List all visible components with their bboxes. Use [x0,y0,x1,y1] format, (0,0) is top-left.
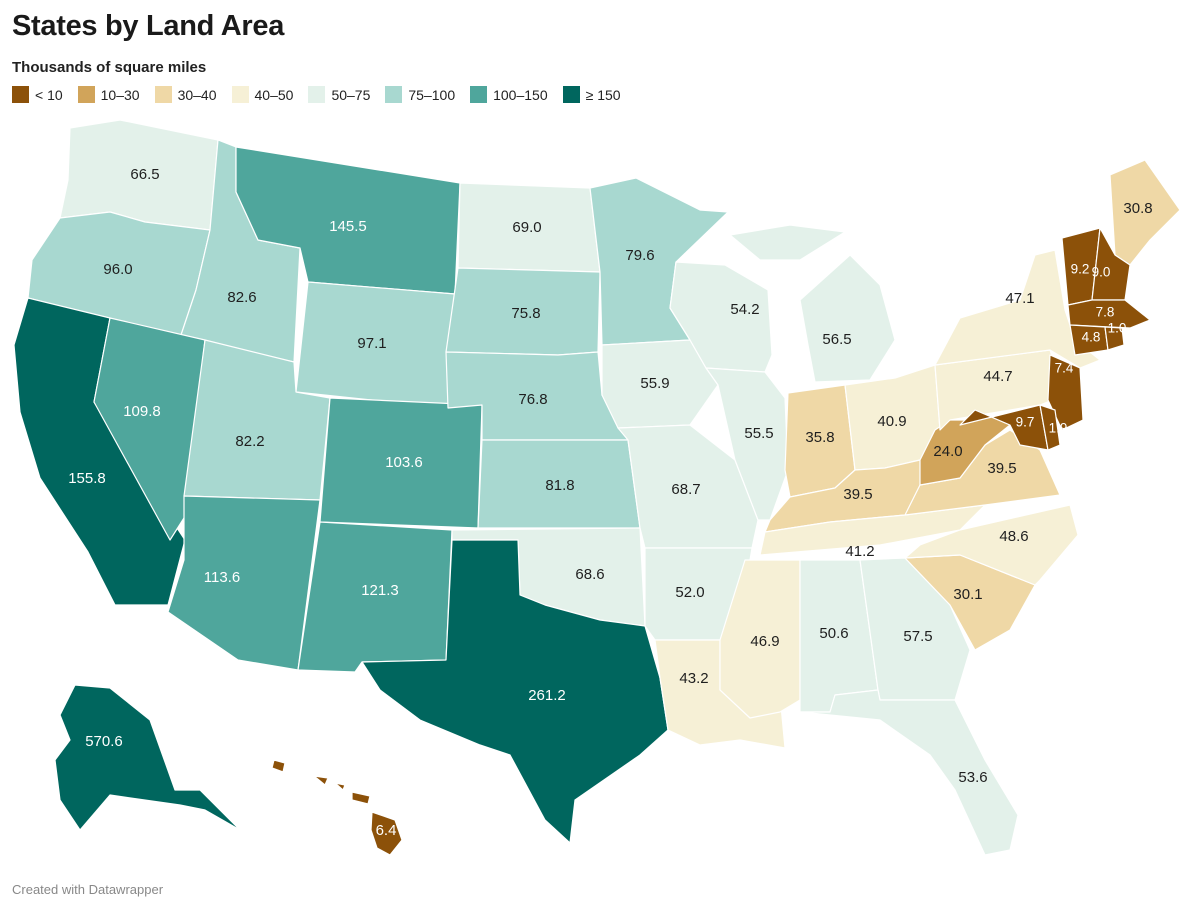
state-value-label-arkansas: 52.0 [675,584,704,601]
state-value-label-new-york: 47.1 [1005,290,1034,307]
legend-label: 30–40 [177,86,217,103]
state-value-label-delaware: 1.9 [1049,421,1068,436]
legend-label: < 10 [35,86,63,103]
legend-swatch [562,86,580,103]
state-value-label-nebraska: 76.8 [518,391,547,408]
state-new-hampshire[interactable] [1091,227,1131,301]
legend-label: ≥ 150 [585,86,621,103]
state-value-label-north-dakota: 69.0 [512,219,541,236]
legend-item: 40–50 [231,86,294,103]
state-value-label-kentucky: 39.5 [843,486,872,503]
state-florida[interactable] [799,689,1019,856]
state-value-label-arizona: 113.6 [204,569,240,586]
state-labels: 66.5 96.0 155.8 82.6 109.8 145.5 97.1 82.2 113.6… [68,166,1152,839]
state-alaska[interactable] [54,684,241,831]
state-value-label-minnesota: 79.6 [625,247,654,264]
state-value-label-washington: 66.5 [130,166,159,183]
state-west-virginia[interactable] [919,409,1011,486]
state-nevada[interactable] [93,317,206,541]
state-value-label-oregon: 96.0 [103,261,132,278]
state-value-label-utah: 82.2 [235,433,264,450]
state-value-label-alaska: 570.6 [85,733,123,750]
state-value-label-california: 155.8 [68,470,106,487]
legend-item: ≥ 150 [562,86,621,103]
state-value-label-kansas: 81.8 [545,477,574,494]
state-value-label-montana: 145.5 [329,218,367,235]
state-value-label-georgia: 57.5 [903,628,932,645]
state-rhode-island[interactable] [1104,326,1125,351]
legend-item: 30–40 [154,86,217,103]
state-value-label-north-carolina: 48.6 [999,528,1028,545]
state-value-label-new-hampshire: 9.0 [1092,265,1111,280]
legend-item: 75–100 [385,86,455,103]
state-shapes [13,119,1181,856]
state-value-label-new-mexico: 121.3 [361,582,399,599]
state-value-label-mississippi: 46.9 [750,633,779,650]
state-value-label-texas: 261.2 [528,687,566,704]
credit-text: Created with Datawrapper [12,882,164,897]
state-hawaii[interactable] [271,759,403,856]
legend-label: 75–100 [408,86,456,103]
state-value-label-connecticut: 4.8 [1082,330,1101,345]
legend-label: 100–150 [493,86,548,103]
state-value-label-indiana: 35.8 [805,429,834,446]
state-value-label-new-jersey: 7.4 [1055,361,1074,376]
state-value-label-hawaii: 6.4 [376,822,397,839]
state-value-label-tennessee: 41.2 [845,543,874,560]
state-value-label-iowa: 55.9 [640,375,669,392]
state-value-label-michigan: 56.5 [822,331,851,348]
state-value-label-south-carolina: 30.1 [953,586,982,603]
legend-item: < 10 [12,86,63,103]
legend-swatch [231,86,249,103]
map-subtitle: Thousands of square miles [12,59,207,76]
legend-swatch [385,86,403,103]
state-value-label-pennsylvania: 44.7 [983,368,1012,385]
state-value-label-virginia: 39.5 [987,460,1016,477]
state-value-label-oklahoma: 68.6 [575,566,604,583]
legend-item: 100–150 [470,86,548,103]
state-value-label-vermont: 9.2 [1071,262,1090,277]
state-new-jersey[interactable] [1047,354,1084,431]
state-north-carolina[interactable] [904,504,1079,586]
legend-item: 10–30 [77,86,140,103]
state-value-label-maryland: 9.7 [1016,415,1035,430]
state-texas[interactable] [361,539,669,844]
state-value-label-west-virginia: 24.0 [933,443,962,460]
state-value-label-illinois: 55.5 [744,425,773,442]
state-value-label-idaho: 82.6 [227,289,256,306]
state-delaware[interactable] [1039,404,1061,451]
state-value-label-colorado: 103.6 [385,454,423,471]
legend-swatch [77,86,95,103]
state-value-label-south-dakota: 75.8 [511,305,540,322]
state-value-label-maine: 30.8 [1123,200,1152,217]
legend-label: 10–30 [100,86,140,103]
legend-swatch [308,86,326,103]
legend-label: 40–50 [254,86,294,103]
map-title: States by Land Area [12,10,285,42]
state-value-label-alabama: 50.6 [819,625,848,642]
state-value-label-massachusetts: 7.8 [1096,305,1115,320]
state-value-label-wyoming: 97.1 [357,335,386,352]
legend-swatch [12,86,29,103]
state-value-label-wisconsin: 54.2 [730,301,759,318]
legend-swatch [154,86,172,103]
legend-label: 50–75 [331,86,371,103]
state-value-label-rhode-island: 1.0 [1108,321,1127,336]
state-arizona[interactable] [167,495,321,671]
state-value-label-nevada: 109.8 [123,403,161,420]
legend-item: 50–75 [308,86,370,103]
state-value-label-florida: 53.6 [958,769,987,786]
legend-swatch [470,86,488,103]
state-value-label-missouri: 68.7 [671,481,700,498]
state-michigan[interactable] [729,224,896,383]
state-value-label-louisiana: 43.2 [679,670,708,687]
legend: < 10 10–30 30–40 40–50 50–75 75–100 100–150 ≥ 1… [12,86,636,103]
state-value-label-ohio: 40.9 [877,413,906,430]
us-choropleth-map: 66.5 96.0 155.8 82.6 109.8 145.5 97.1 82.2 113.6… [13,119,1181,856]
state-tennessee[interactable] [759,504,986,556]
